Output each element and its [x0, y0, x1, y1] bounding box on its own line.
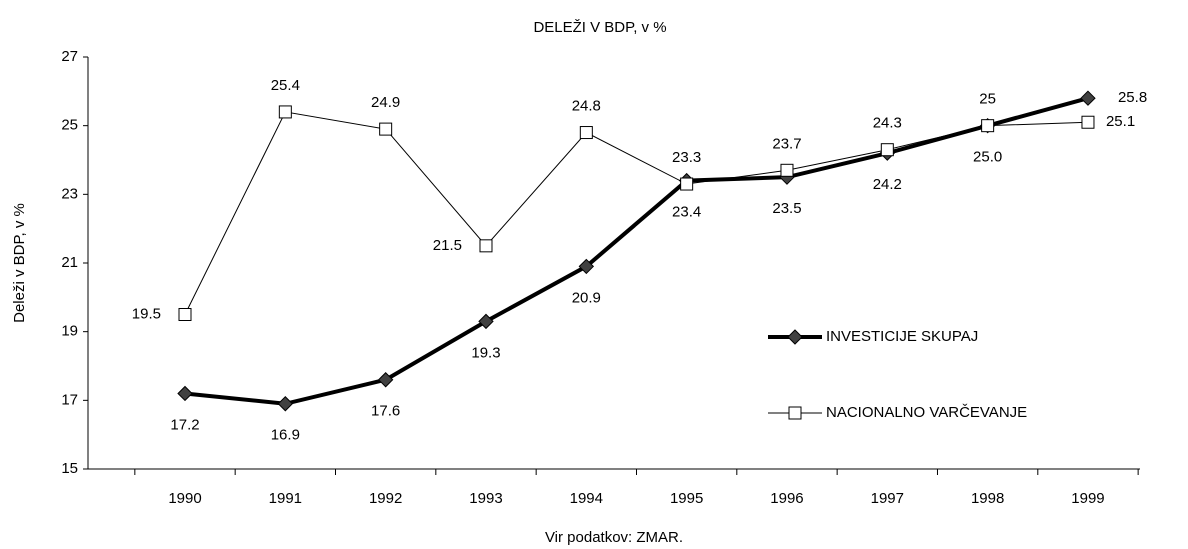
- data-label: 23.3: [672, 149, 701, 166]
- data-label: 25.1: [1106, 113, 1135, 130]
- x-tick-label: 1992: [369, 490, 402, 507]
- data-label: 17.2: [170, 416, 199, 433]
- marker: [1081, 115, 1095, 129]
- data-label: 24.3: [873, 115, 902, 132]
- marker: [578, 258, 595, 275]
- data-label: 25: [979, 91, 996, 108]
- x-tick-label: 1990: [168, 490, 201, 507]
- series-line: [184, 96, 1089, 406]
- chart-title: DELEŽI V BDP, v %: [533, 19, 666, 36]
- series-line: [184, 111, 1088, 315]
- data-label: 19.5: [132, 305, 161, 322]
- data-label: 24.2: [873, 176, 902, 193]
- data-label: 17.6: [371, 403, 400, 420]
- data-label: 25.0: [973, 149, 1002, 166]
- x-tick-label: 1995: [670, 490, 703, 507]
- data-label: 19.3: [471, 344, 500, 361]
- marker: [478, 313, 494, 330]
- y-tick-label: 27: [61, 48, 78, 65]
- legend-label: NACIONALNO VARČEVANJE: [826, 404, 1027, 421]
- legend-label: INVESTICIJE SKUPAJ: [826, 328, 978, 345]
- data-label: 25.8: [1118, 89, 1147, 106]
- marker: [479, 239, 493, 253]
- marker: [177, 385, 193, 402]
- y-tick-label: 17: [61, 391, 78, 408]
- x-tick-label: 1994: [570, 490, 603, 507]
- data-label: 25.4: [271, 77, 300, 94]
- marker: [680, 177, 694, 191]
- data-label: 24.8: [572, 98, 601, 115]
- x-tick-label: 1991: [269, 490, 302, 507]
- marker: [377, 372, 394, 388]
- x-axis-label: Vir podatkov: ZMAR.: [545, 529, 683, 546]
- y-tick-label: 25: [61, 117, 78, 134]
- x-tick-label: 1997: [871, 490, 904, 507]
- data-label: 16.9: [271, 427, 300, 444]
- data-label: 20.9: [572, 289, 601, 306]
- data-label: 23.5: [772, 200, 801, 217]
- marker: [787, 329, 803, 345]
- y-tick-label: 21: [61, 254, 78, 271]
- marker: [278, 105, 292, 119]
- marker: [379, 122, 393, 136]
- marker: [277, 396, 294, 412]
- y-tick-label: 23: [61, 185, 78, 202]
- marker: [178, 308, 192, 321]
- x-tick-label: 1999: [1071, 490, 1104, 507]
- data-label: 24.9: [371, 94, 400, 111]
- data-label: 23.7: [772, 135, 801, 152]
- marker: [780, 163, 794, 177]
- marker: [788, 406, 802, 420]
- data-label: 21.5: [433, 237, 462, 254]
- marker: [880, 143, 894, 157]
- x-tick-label: 1993: [469, 490, 502, 507]
- y-axis-label: Deleži v BDP, v %: [11, 203, 28, 323]
- marker: [1080, 90, 1096, 106]
- y-tick-label: 19: [61, 323, 78, 340]
- data-label: 23.4: [672, 204, 701, 221]
- x-tick-label: 1996: [770, 490, 803, 507]
- y-tick-label: 15: [61, 460, 78, 477]
- marker: [579, 126, 593, 140]
- marker: [981, 119, 995, 133]
- x-tick-label: 1998: [971, 490, 1004, 507]
